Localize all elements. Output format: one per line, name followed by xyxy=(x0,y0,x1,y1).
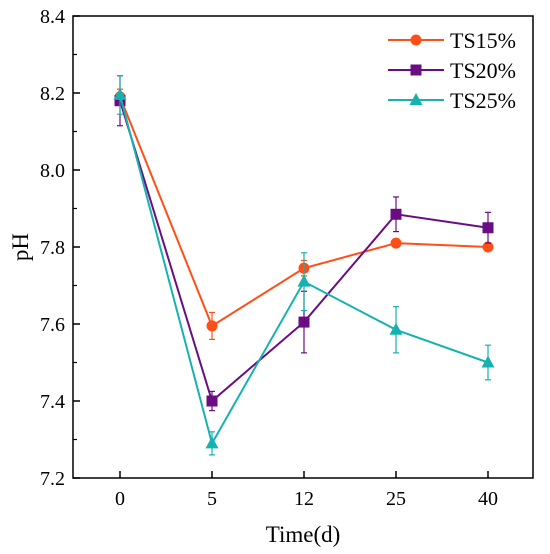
legend-label: TS25% xyxy=(450,88,516,113)
x-axis-title: Time(d) xyxy=(266,522,341,547)
y-tick-label: 8.2 xyxy=(40,83,65,105)
x-tick-label: 0 xyxy=(115,488,125,510)
plot-frame xyxy=(72,15,534,479)
series-ts20 xyxy=(114,75,494,412)
y-tick-label: 7.6 xyxy=(40,314,65,336)
series-ts25 xyxy=(113,75,495,456)
y-tick-label: 7.2 xyxy=(40,468,65,490)
data-point xyxy=(481,355,495,368)
legend-label: TS20% xyxy=(450,58,516,83)
x-tick-label: 25 xyxy=(386,488,406,510)
legend-marker xyxy=(409,93,423,105)
data-point xyxy=(482,222,494,234)
data-point xyxy=(113,87,127,100)
legend-label: TS15% xyxy=(450,28,516,53)
x-tick-label: 12 xyxy=(294,488,314,510)
legend-marker xyxy=(410,64,422,76)
data-point xyxy=(206,320,218,332)
data-point xyxy=(390,208,402,220)
legend-marker xyxy=(410,34,422,46)
data-point xyxy=(390,237,402,249)
data-point xyxy=(389,322,403,335)
x-tick-label: 40 xyxy=(478,488,498,510)
data-point xyxy=(297,274,311,287)
data-point xyxy=(298,316,310,328)
data-point xyxy=(205,436,219,449)
data-point xyxy=(482,241,494,253)
series-layer xyxy=(113,75,495,456)
x-axis-ticks: 0 5 12 25 40 xyxy=(115,471,498,510)
legend: TS15% TS20% TS25% xyxy=(388,28,516,113)
series-line xyxy=(119,100,489,403)
y-axis-ticks: 7.2 7.4 7.6 7.8 8.0 8.2 8.4 xyxy=(40,6,80,490)
y-tick-label: 7.4 xyxy=(40,391,65,413)
data-point xyxy=(206,395,218,407)
x-tick-label: 5 xyxy=(207,488,217,510)
y-axis-title: pH xyxy=(8,233,33,261)
y-tick-label: 8.0 xyxy=(40,160,65,182)
y-tick-label: 7.8 xyxy=(40,237,65,259)
y-tick-label: 8.4 xyxy=(40,6,65,28)
